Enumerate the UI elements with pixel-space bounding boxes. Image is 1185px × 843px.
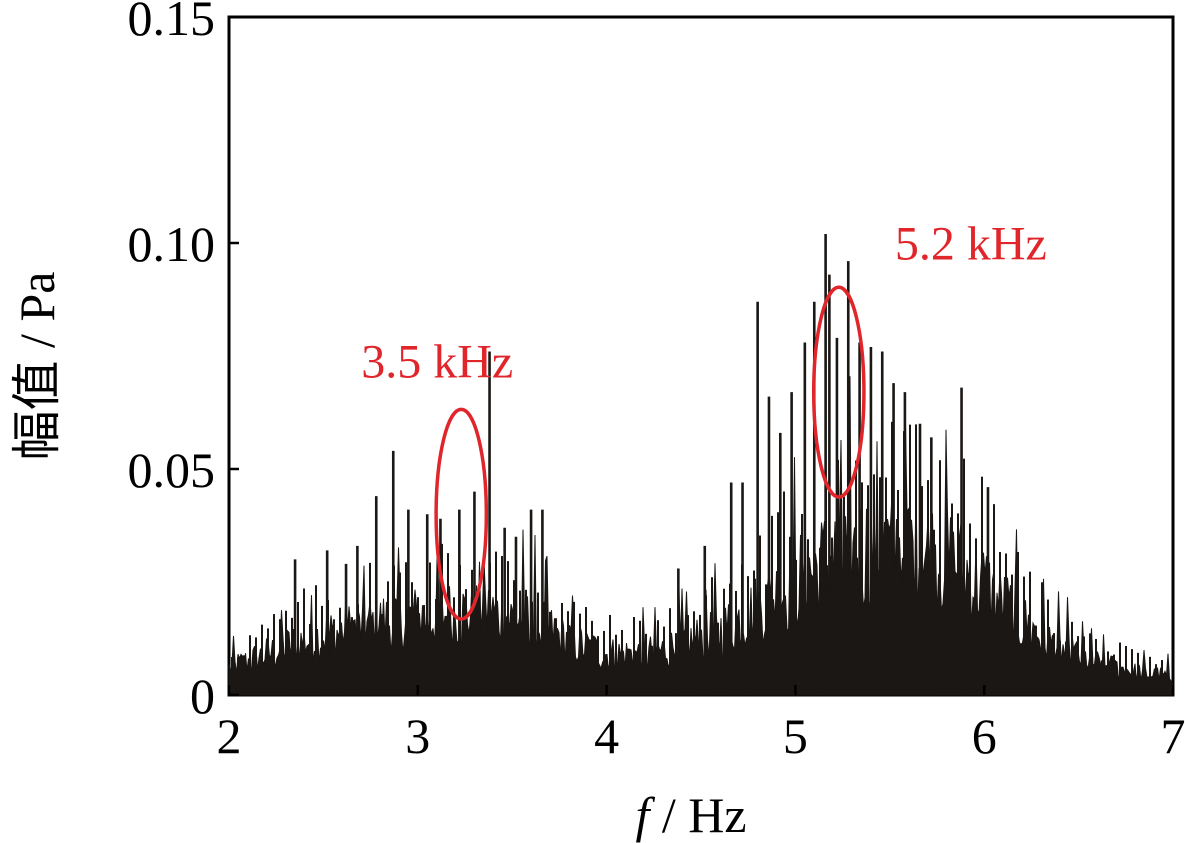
y-tick-label: 0.10	[128, 216, 216, 272]
y-axis-label: 幅值 / Pa	[9, 272, 65, 461]
annotation-ellipse	[811, 285, 866, 499]
x-tick-label: 5	[783, 708, 808, 764]
y-tick-label: 0	[190, 668, 215, 724]
annotations: 3.5 kHz 5.2 kHz	[361, 217, 1047, 621]
annotation-label: 3.5 kHz	[361, 335, 513, 388]
spectrum-series	[228, 233, 1174, 696]
x-tick-label: 3	[405, 708, 430, 764]
x-axis-label: f / Hz	[635, 787, 746, 843]
annotation-ellipse	[434, 407, 489, 621]
x-axis-label-unit: / Hz	[649, 787, 746, 843]
axes: 2 3 4 5 6 7 0 0.05 0.10 0.15	[128, 0, 1185, 764]
y-tick-label: 0.15	[128, 0, 216, 46]
x-tick-label: 7	[1161, 708, 1185, 764]
x-tick-label: 4	[594, 708, 619, 764]
annotation-label: 5.2 kHz	[895, 217, 1047, 270]
x-tick-label: 6	[972, 708, 997, 764]
x-tick-label: 2	[217, 708, 242, 764]
y-tick-label: 0.05	[128, 442, 216, 498]
